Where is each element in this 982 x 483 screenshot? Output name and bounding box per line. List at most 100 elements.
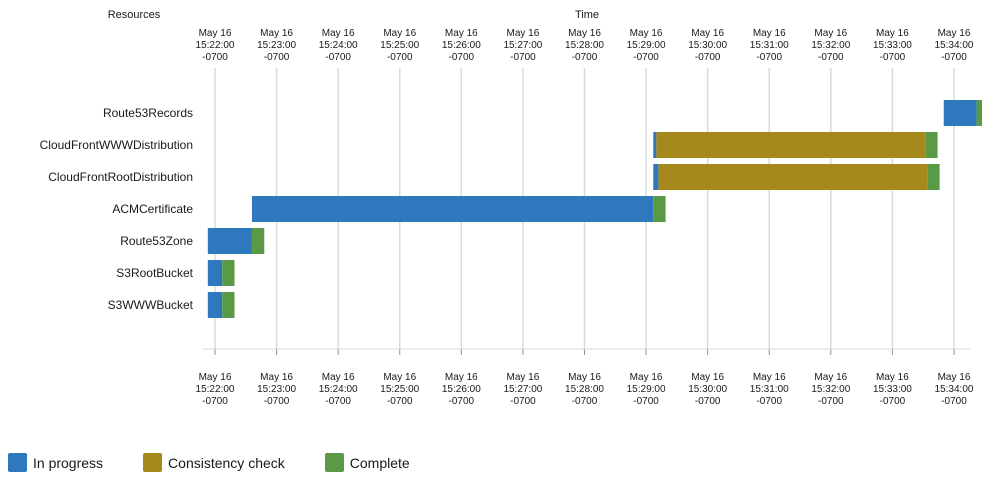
tick-label: -0700 (633, 396, 659, 407)
tick-label: 15:25:00 (380, 384, 419, 395)
legend-swatch-consistency-check (143, 453, 163, 472)
bar-segment-complete[interactable] (976, 100, 982, 126)
resource-labels: Route53Records CloudFrontWWWDistribution C… (40, 106, 194, 312)
resource-label: S3RootBucket (116, 266, 193, 280)
tick-label: May 16 (322, 372, 355, 383)
tick-label: 15:28:00 (565, 40, 604, 51)
resource-label: ACMCertificate (112, 202, 193, 216)
bar-segment-in-progress[interactable] (207, 228, 252, 254)
resource-label: Route53Records (103, 106, 193, 120)
tick-label: 15:24:00 (319, 40, 358, 51)
bar-segment-complete[interactable] (927, 164, 940, 190)
tick-label: -0700 (325, 396, 351, 407)
tick-label: May 16 (938, 28, 971, 39)
bar-segment-in-progress[interactable] (207, 260, 223, 286)
tick-label: May 16 (445, 28, 478, 39)
resource-label: CloudFrontWWWDistribution (40, 138, 193, 152)
tick-label: -0700 (449, 52, 475, 63)
legend-item-in-progress[interactable]: In progress (8, 453, 103, 472)
tick-label: -0700 (880, 396, 906, 407)
tick-label: May 16 (383, 28, 416, 39)
tick-label: 15:30:00 (688, 40, 727, 51)
tick-label: May 16 (568, 28, 601, 39)
tick-label: May 16 (260, 372, 293, 383)
legend-label-complete: Complete (349, 454, 410, 471)
bar-segment-consistency-check[interactable] (658, 164, 928, 190)
tick-label: 15:32:00 (811, 40, 850, 51)
bar-segment-in-progress[interactable] (653, 132, 657, 158)
tick-label: 15:24:00 (319, 384, 358, 395)
tick-label: -0700 (695, 396, 721, 407)
tick-label: -0700 (325, 52, 351, 63)
tick-label: 15:25:00 (380, 40, 419, 51)
tick-label: -0700 (818, 396, 844, 407)
tick-label: May 16 (322, 28, 355, 39)
tick-label: May 16 (814, 372, 847, 383)
tick-label: 15:26:00 (442, 384, 481, 395)
tick-label: May 16 (383, 372, 416, 383)
tick-label: -0700 (264, 52, 290, 63)
tick-label: May 16 (691, 372, 724, 383)
tick-label: -0700 (202, 396, 228, 407)
tick-label: 15:27:00 (503, 384, 542, 395)
tick-label: May 16 (507, 28, 540, 39)
bar-segment-in-progress[interactable] (207, 292, 223, 318)
tick-label: 15:22:00 (196, 40, 235, 51)
resource-label: S3WWWBucket (108, 298, 194, 312)
resource-label: Route53Zone (120, 234, 193, 248)
tick-label: -0700 (633, 52, 659, 63)
tick-label: May 16 (876, 372, 909, 383)
tick-label: -0700 (941, 52, 967, 63)
tick-label: 15:34:00 (935, 384, 974, 395)
legend: In progress Consistency check Complete (8, 453, 450, 472)
tick-label: -0700 (572, 52, 598, 63)
legend-item-complete[interactable]: Complete (324, 453, 410, 472)
tick-label: May 16 (691, 28, 724, 39)
tick-label: -0700 (572, 396, 598, 407)
tick-label: -0700 (449, 396, 475, 407)
tick-label: 15:28:00 (565, 384, 604, 395)
tick-label: May 16 (445, 372, 478, 383)
resources-header: Resources (108, 9, 161, 21)
resource-label: CloudFrontRootDistribution (48, 170, 193, 184)
tick-label: -0700 (880, 52, 906, 63)
legend-label-consistency-check: Consistency check (168, 454, 285, 471)
tick-label: May 16 (568, 372, 601, 383)
tick-label: -0700 (941, 396, 967, 407)
bar-segment-in-progress[interactable] (251, 196, 654, 222)
tick-label: -0700 (510, 52, 536, 63)
legend-item-consistency-check[interactable]: Consistency check (143, 453, 285, 472)
bar-segment-complete[interactable] (222, 292, 235, 318)
bar-segment-consistency-check[interactable] (656, 132, 926, 158)
tick-label: 15:31:00 (750, 384, 789, 395)
bar-segment-complete[interactable] (653, 196, 666, 222)
tick-label: 15:33:00 (873, 40, 912, 51)
tick-label: 15:30:00 (688, 384, 727, 395)
bar-segment-complete[interactable] (925, 132, 938, 158)
tick-label: 15:27:00 (503, 40, 542, 51)
legend-swatch-in-progress (8, 453, 27, 472)
tick-label: -0700 (387, 396, 413, 407)
tick-label: May 16 (814, 28, 847, 39)
legend-label-in-progress: In progress (33, 454, 104, 471)
bar-segment-complete[interactable] (222, 260, 235, 286)
tick-label: -0700 (387, 52, 413, 63)
bar-segment-complete[interactable] (251, 228, 265, 254)
tick-label: May 16 (199, 372, 232, 383)
tick-label: 15:29:00 (627, 384, 666, 395)
tick-label: -0700 (510, 396, 536, 407)
tick-label: -0700 (202, 52, 228, 63)
tick-label: -0700 (818, 52, 844, 63)
tick-label: 15:33:00 (873, 384, 912, 395)
tick-label: May 16 (630, 28, 663, 39)
bar-segment-in-progress[interactable] (653, 164, 659, 190)
tick-label: 15:32:00 (811, 384, 850, 395)
tick-label: 15:29:00 (627, 40, 666, 51)
tick-label: May 16 (753, 372, 786, 383)
tick-label: May 16 (753, 28, 786, 39)
tick-label: -0700 (756, 52, 782, 63)
tick-label: 15:22:00 (196, 384, 235, 395)
bar-segment-in-progress[interactable] (943, 100, 977, 126)
